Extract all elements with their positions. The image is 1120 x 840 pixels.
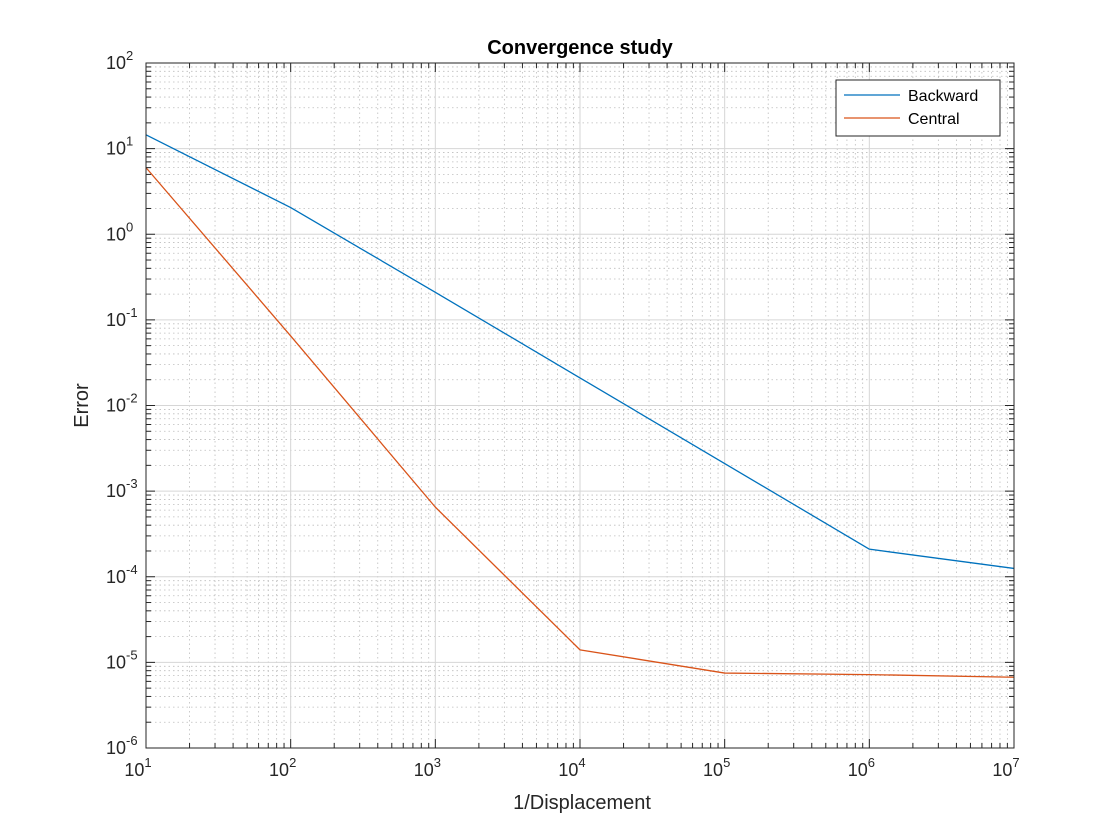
- tick-base: 10: [106, 567, 126, 587]
- major-grid: [146, 63, 1014, 748]
- tick-base: 10: [414, 760, 434, 780]
- x-tick-label: 103: [414, 755, 441, 780]
- y-tick-label: 10-5: [106, 647, 138, 672]
- y-tick-label: 10-1: [106, 305, 138, 330]
- legend-box: [835, 79, 1001, 137]
- tick-base: 10: [106, 310, 126, 330]
- tick-exponent: 2: [289, 755, 296, 770]
- tick-base: 10: [106, 481, 126, 501]
- y-tick-label: 101: [106, 134, 133, 159]
- tick-exponent: 6: [868, 755, 875, 770]
- tick-exponent: -5: [126, 647, 138, 662]
- x-tick-labels: 101 102 103 104 105 106 107: [124, 755, 1019, 780]
- tick-base: 10: [269, 760, 289, 780]
- tick-base: 10: [124, 760, 144, 780]
- tick-base: 10: [848, 760, 868, 780]
- tick-exponent: 1: [144, 755, 151, 770]
- tick-exponent: 3: [434, 755, 441, 770]
- tick-exponent: -2: [126, 391, 138, 406]
- x-tick-label: 102: [269, 755, 296, 780]
- tick-base: 10: [992, 760, 1012, 780]
- series-layer: [145, 134, 1015, 678]
- x-tick-label: 106: [848, 755, 875, 780]
- tick-exponent: 1: [126, 134, 133, 149]
- tick-base: 10: [106, 396, 126, 416]
- tick-base: 10: [106, 139, 126, 159]
- tick-base: 10: [106, 53, 126, 73]
- y-tick-label: 10-2: [106, 391, 138, 416]
- legend: Backward Central: [835, 79, 1001, 137]
- tick-exponent: -3: [126, 476, 138, 491]
- tick-exponent: -6: [126, 733, 138, 748]
- y-tick-label: 10-6: [106, 733, 138, 758]
- x-axis-label: 1/Displacement: [513, 792, 651, 814]
- x-tick-label: 107: [992, 755, 1019, 780]
- y-tick-label: 100: [106, 219, 133, 244]
- tick-base: 10: [703, 760, 723, 780]
- y-tick-label: 102: [106, 48, 133, 73]
- tick-exponent: -4: [126, 562, 138, 577]
- chart-title: Convergence study: [487, 37, 673, 59]
- tick-exponent: 4: [578, 755, 585, 770]
- legend-label-backward: Backward: [908, 88, 978, 105]
- tick-base: 10: [106, 224, 126, 244]
- tick-exponent: 7: [1012, 755, 1019, 770]
- tick-base: 10: [106, 652, 126, 672]
- series-line-backward: [145, 134, 1015, 570]
- x-tick-label: 101: [124, 755, 151, 780]
- tick-exponent: 0: [126, 219, 133, 234]
- y-tick-label: 10-4: [106, 562, 138, 587]
- x-tick-label: 105: [703, 755, 730, 780]
- y-axis-label: Error: [71, 383, 93, 428]
- tick-exponent: 2: [126, 48, 133, 63]
- tick-base: 10: [558, 760, 578, 780]
- tick-exponent: 5: [723, 755, 730, 770]
- legend-label-central: Central: [908, 111, 960, 128]
- y-tick-label: 10-3: [106, 476, 138, 501]
- tick-exponent: -1: [126, 305, 138, 320]
- x-tick-label: 104: [558, 755, 585, 780]
- tick-base: 10: [106, 738, 126, 758]
- series-line-central: [145, 167, 1015, 678]
- axis-ticks: [145, 62, 1015, 749]
